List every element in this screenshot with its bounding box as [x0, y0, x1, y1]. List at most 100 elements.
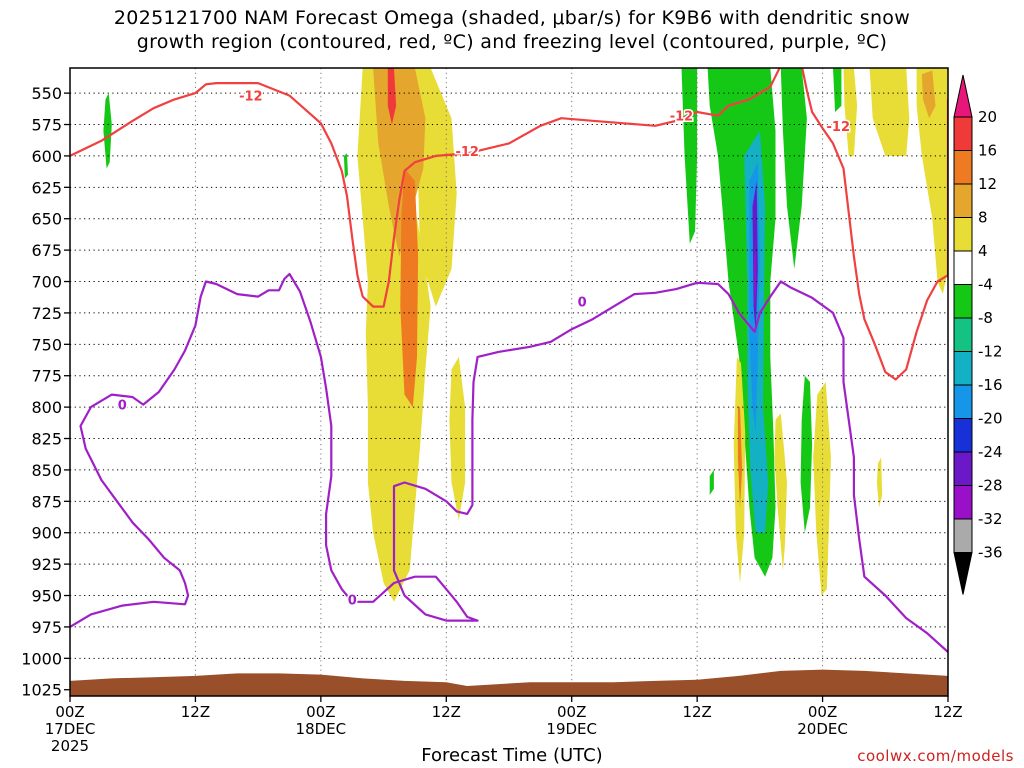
- x-tick-year: 2025: [51, 737, 89, 755]
- contour-label: 0: [118, 399, 127, 414]
- omega-region: [869, 68, 910, 156]
- credit-link[interactable]: coolwx.com/models: [857, 747, 1014, 765]
- x-tick-date: 20DEC: [797, 720, 848, 738]
- omega-region: [343, 153, 348, 179]
- colorbar-label: -20: [978, 410, 1003, 428]
- omega-region: [709, 469, 714, 495]
- colorbar-swatch: [953, 217, 973, 252]
- contour-label: -12: [455, 145, 479, 160]
- x-tick-label: 12Z: [933, 703, 962, 721]
- y-tick-label: 650: [31, 210, 62, 229]
- y-axis: 550 575 600 625 650 675 700 725 750 775 800 825 850 8…: [21, 84, 70, 700]
- omega-region: [833, 68, 842, 112]
- colorbar-swatch: [953, 150, 973, 185]
- contour-line: [801, 68, 948, 381]
- y-tick-label: 925: [31, 555, 62, 574]
- omega-region: [774, 413, 787, 571]
- colorbar-swatch: [953, 451, 973, 486]
- colorbar-swatch: [953, 418, 973, 453]
- y-tick-label: 875: [31, 492, 62, 511]
- omega-region: [400, 168, 419, 408]
- y-tick-label: 1000: [21, 649, 62, 668]
- omega-shading: [103, 68, 948, 602]
- colorbar-swatch: [953, 518, 973, 553]
- chart-title: 2025121700 NAM Forecast Omega (shaded, μ…: [0, 6, 1024, 54]
- colorbar-swatch: [953, 317, 973, 352]
- y-tick-label: 975: [31, 618, 62, 637]
- omega-region: [800, 375, 813, 533]
- x-tick-date: 19DEC: [546, 720, 597, 738]
- colorbar-label: -4: [978, 276, 993, 294]
- omega-region: [103, 93, 112, 169]
- x-tick-label: 12Z: [682, 703, 711, 721]
- y-tick-label: 775: [31, 367, 62, 386]
- y-tick-label: 700: [31, 273, 62, 292]
- contour-label: 0: [348, 593, 357, 608]
- colorbar-swatch: [953, 552, 973, 595]
- x-tick-label: 00Z: [557, 703, 586, 721]
- omega-region: [373, 68, 426, 257]
- y-tick-label: 725: [31, 304, 62, 323]
- y-tick-label: 800: [31, 398, 62, 417]
- contour-line: [70, 68, 781, 308]
- contour-lines: -12 -12 -12 -12 0 0 0: [70, 68, 948, 653]
- terrain-surface: [70, 669, 948, 696]
- terrain-fill: [70, 669, 948, 696]
- x-tick-date: 18DEC: [296, 720, 347, 738]
- omega-region: [449, 356, 466, 521]
- contour-label: -12: [670, 110, 694, 125]
- x-tick-label: 12Z: [181, 703, 210, 721]
- colorbar-label: -24: [978, 443, 1003, 461]
- y-tick-label: 750: [31, 335, 62, 354]
- y-tick-label: 550: [31, 84, 62, 103]
- colorbar-label: 4: [978, 242, 988, 260]
- y-tick-label: 900: [31, 524, 62, 543]
- colorbar-swatch: [953, 116, 973, 151]
- chart-title-line2: growth region (contoured, red, ºC) and f…: [136, 31, 888, 53]
- colorbar-label: -36: [978, 544, 1003, 562]
- colorbar-label: 20: [978, 108, 997, 126]
- y-tick-label: 1025: [21, 681, 62, 700]
- x-axis-title: Forecast Time (UTC): [421, 745, 603, 766]
- x-tick-date: 17DEC: [45, 720, 96, 738]
- omega-region: [737, 407, 743, 508]
- x-tick-label: 00Z: [55, 703, 84, 721]
- x-tick-label: 00Z: [808, 703, 837, 721]
- colorbar-label: -12: [978, 343, 1003, 361]
- omega-region: [876, 457, 883, 508]
- colorbar-label: 16: [978, 142, 997, 160]
- x-tick-label: 12Z: [432, 703, 461, 721]
- y-tick-label: 600: [31, 147, 62, 166]
- y-tick-label: 850: [31, 461, 62, 480]
- contour-label: -12: [827, 120, 851, 135]
- x-tick-label: 00Z: [306, 703, 335, 721]
- colorbar-swatch: [953, 351, 973, 386]
- colorbar-label: -28: [978, 477, 1003, 495]
- colorbar-swatch: [953, 384, 973, 419]
- colorbar-swatch: [953, 183, 973, 218]
- y-tick-label: 675: [31, 241, 62, 260]
- omega-region: [387, 68, 397, 125]
- contour-label: 0: [578, 296, 587, 311]
- omega-region: [681, 68, 698, 244]
- y-tick-label: 950: [31, 587, 62, 606]
- y-tick-label: 575: [31, 116, 62, 135]
- contour-line: [70, 272, 948, 653]
- colorbar-swatch: [953, 250, 973, 285]
- plot-frame: [69, 67, 949, 697]
- colorbar-label: -32: [978, 510, 1003, 528]
- colorbar-label: 8: [978, 209, 988, 227]
- grid-lines: [70, 68, 948, 696]
- omega-region: [843, 68, 858, 156]
- chart-title-line1: 2025121700 NAM Forecast Omega (shaded, μ…: [113, 7, 911, 29]
- y-tick-label: 825: [31, 430, 62, 449]
- contour-label: -12: [239, 90, 263, 105]
- colorbar-swatch: [953, 485, 973, 520]
- colorbar-label: -16: [978, 376, 1003, 394]
- colorbar-label: -8: [978, 309, 993, 327]
- omega-region: [780, 68, 807, 269]
- colorbar: 20 16 12 8 4 -4 -8 -12 -16 -20 -24 -28 -32 -36: [953, 74, 1003, 595]
- colorbar-label: 12: [978, 175, 997, 193]
